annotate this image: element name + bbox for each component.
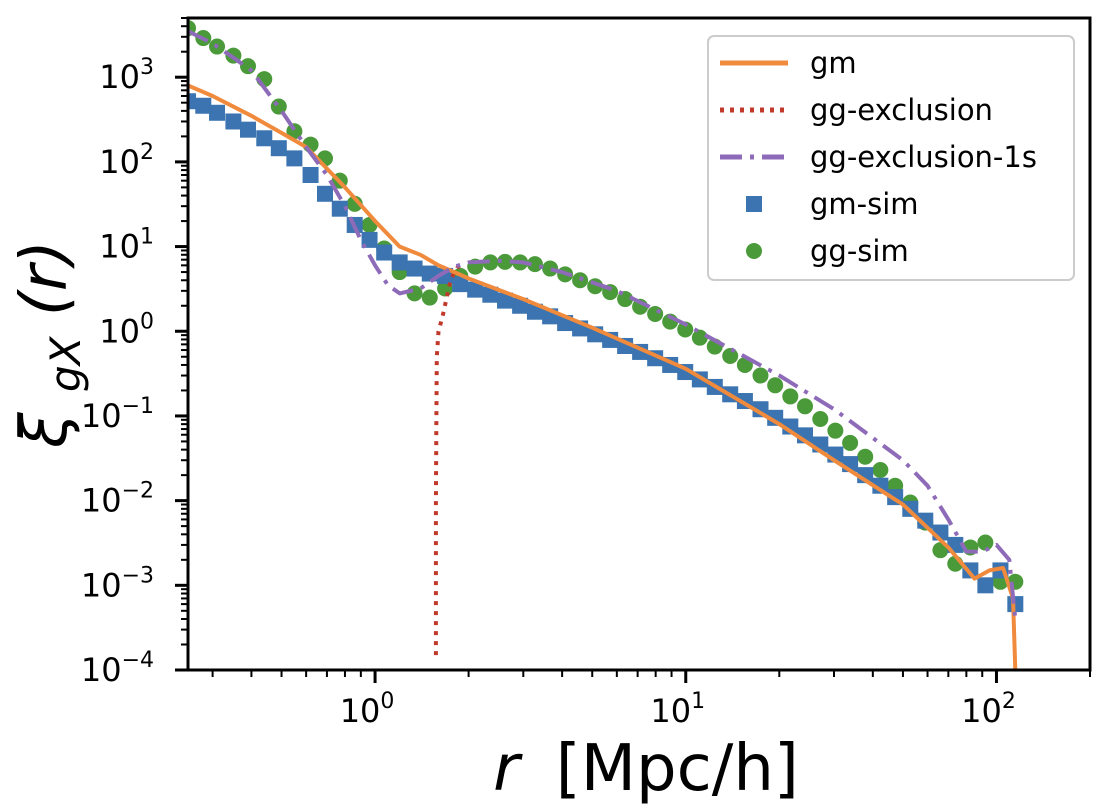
x-tick-label: 100 bbox=[340, 689, 395, 730]
y-axis-title: ξ gX (r) bbox=[8, 240, 96, 449]
x-tick-label: 101 bbox=[650, 689, 705, 730]
series-line-gg-exclusion-1s bbox=[188, 29, 1018, 620]
data-point-gm-sim bbox=[302, 166, 319, 183]
data-point-gg-sim bbox=[542, 260, 559, 277]
data-point-gg-sim bbox=[677, 321, 694, 338]
y-axis-title-subscript: gX bbox=[41, 335, 90, 392]
legend-label: gg-sim bbox=[810, 234, 909, 268]
plot-area-frame bbox=[186, 16, 1092, 672]
data-point-gg-sim bbox=[647, 305, 664, 322]
data-point-gg-sim bbox=[482, 254, 499, 271]
data-point-gg-sim bbox=[691, 329, 708, 346]
data-point-gg-sim bbox=[406, 285, 423, 302]
data-point-gg-sim bbox=[977, 534, 994, 551]
data-point-gm-sim bbox=[188, 93, 196, 110]
data-point-gm-sim bbox=[917, 512, 934, 529]
y-tick-label: 10−1 bbox=[81, 394, 154, 435]
data-point-gg-sim bbox=[752, 367, 769, 384]
y-tick-label: 100 bbox=[99, 309, 154, 350]
legend-label: gg-exclusion bbox=[810, 93, 993, 127]
data-point-gm-sim bbox=[225, 113, 242, 130]
y-tick-label: 10−2 bbox=[81, 479, 154, 520]
data-point-gg-sim bbox=[782, 388, 799, 405]
data-point-gm-sim bbox=[316, 185, 333, 202]
legend-label: gm-sim bbox=[810, 187, 919, 221]
series-line-gg-exclusion bbox=[433, 262, 463, 656]
data-point-gg-sim bbox=[842, 434, 859, 451]
series-layer bbox=[188, 20, 1024, 670]
series-line-gm bbox=[188, 83, 1018, 670]
y-axis-title-symbol: ξ bbox=[8, 411, 82, 449]
axis-layer: 100 101 102 103 102 101 100 10−1 10−2 10−3 10−4 bbox=[81, 17, 1091, 730]
data-point-gm-sim bbox=[256, 130, 273, 147]
y-axis-title-argument: (r) bbox=[8, 240, 82, 316]
data-point-gm-sim bbox=[977, 577, 994, 594]
data-point-gg-sim bbox=[812, 411, 829, 428]
data-point-gg-sim bbox=[421, 289, 438, 306]
data-point-gm-sim bbox=[209, 104, 226, 121]
data-point-gg-sim bbox=[872, 461, 889, 478]
data-point-gm-sim bbox=[406, 260, 423, 277]
data-point-gm-sim bbox=[482, 286, 499, 303]
data-point-gg-sim bbox=[497, 253, 514, 270]
data-point-gg-sim bbox=[827, 422, 844, 439]
data-point-gm-sim bbox=[270, 140, 287, 157]
y-tick-label: 101 bbox=[99, 225, 154, 266]
data-point-gm-sim bbox=[331, 200, 348, 217]
data-point-gm-sim bbox=[286, 150, 303, 167]
y-tick-label: 102 bbox=[99, 140, 154, 181]
data-point-gm-sim bbox=[195, 97, 212, 114]
data-point-gg-sim bbox=[240, 58, 257, 75]
legend-label: gg-exclusion-1s bbox=[810, 140, 1037, 174]
x-axis-title-var: r bbox=[493, 732, 523, 806]
x-axis-title: r [Mpc/h] bbox=[493, 732, 799, 806]
y-tick-label: 10−3 bbox=[81, 563, 154, 604]
y-tick-label: 10−4 bbox=[81, 648, 154, 689]
x-tick-label: 102 bbox=[961, 689, 1016, 730]
data-point-gm-sim bbox=[497, 292, 514, 309]
data-point-gm-sim bbox=[467, 281, 484, 298]
data-point-gg-sim bbox=[767, 377, 784, 394]
legend-label: gm bbox=[810, 46, 857, 80]
x-axis-title-units: [Mpc/h] bbox=[556, 732, 799, 806]
data-point-gm-sim bbox=[452, 276, 469, 293]
data-point-gg-sim bbox=[857, 448, 874, 465]
data-point-gg-sim bbox=[797, 398, 814, 415]
data-point-gm-sim bbox=[376, 244, 393, 261]
data-point-gm-sim bbox=[391, 254, 408, 271]
legend: gm gg-exclusion gg-exclusion-1s gm-sim gg-si… bbox=[707, 35, 1075, 281]
data-point-gm-sim bbox=[512, 297, 529, 314]
legend-swatch-gm-sim bbox=[746, 196, 762, 212]
data-point-gg-sim bbox=[722, 348, 739, 365]
legend-frame bbox=[707, 35, 1075, 281]
data-point-gm-sim bbox=[361, 231, 378, 248]
data-point-gm-sim bbox=[240, 121, 257, 138]
legend-swatch-gg-sim bbox=[746, 243, 762, 259]
y-tick-label: 103 bbox=[99, 55, 154, 96]
